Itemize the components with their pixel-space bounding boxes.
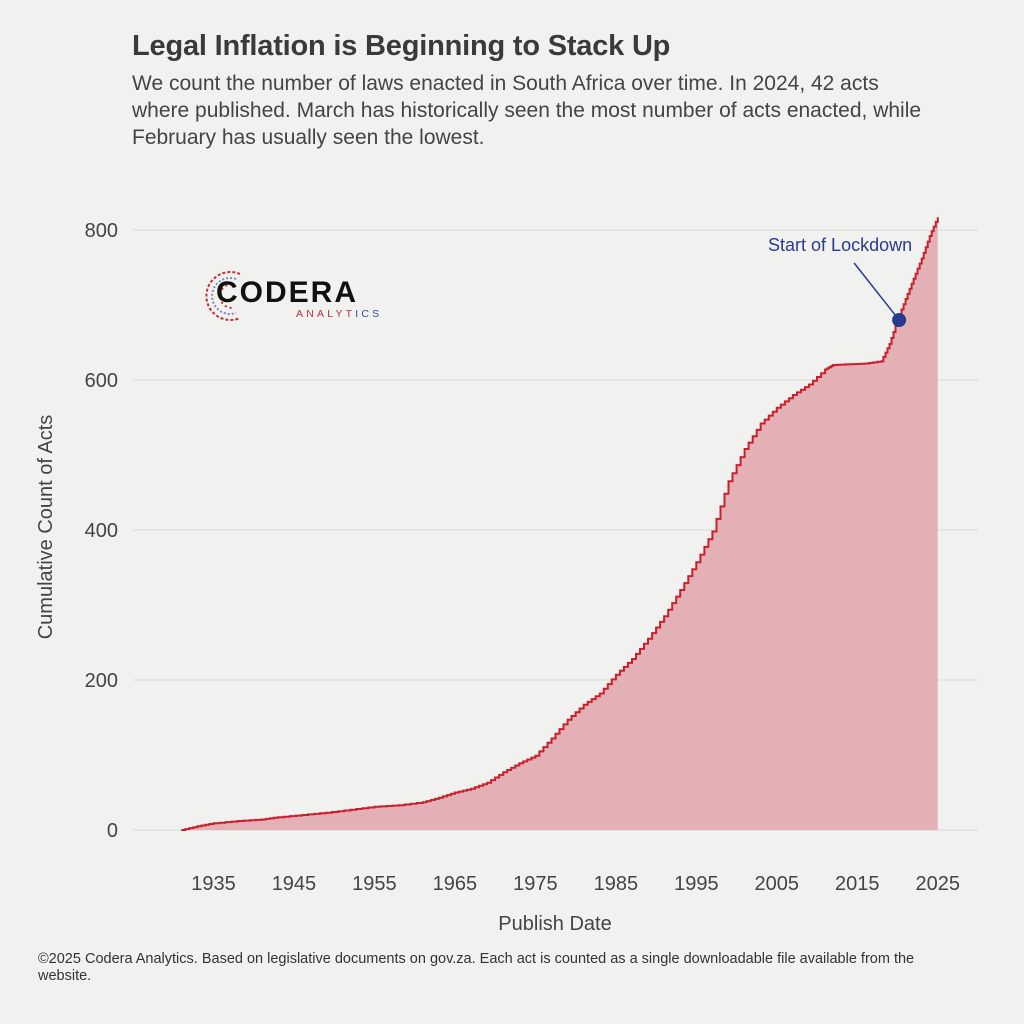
annotation-marker xyxy=(892,313,907,327)
source-caption: ©2025 Codera Analytics. Based on legisla… xyxy=(38,951,915,984)
logo-mark-icon xyxy=(205,271,241,321)
annotation-group: Start of Lockdown xyxy=(768,235,912,327)
x-tick-label-2015: 2015 xyxy=(835,873,880,895)
x-tick-label-2025: 2025 xyxy=(916,873,961,895)
logo-tagline: ANALYTICS xyxy=(296,308,383,320)
chart-subtitle: We count the number of laws enacted in S… xyxy=(132,72,922,149)
codera-logo: CODERA ANALYTICS xyxy=(196,268,411,324)
y-tick-label-600: 600 xyxy=(85,370,118,392)
x-tick-label-2005: 2005 xyxy=(755,873,800,895)
annotation-label: Start of Lockdown xyxy=(768,235,912,255)
chart-title: Legal Inflation is Beginning to Stack Up xyxy=(132,30,671,62)
x-axis-label: Publish Date xyxy=(498,913,611,935)
x-tick-label-1945: 1945 xyxy=(272,873,317,895)
series-line xyxy=(181,217,939,831)
y-tick-label-400: 400 xyxy=(85,520,118,542)
x-tick-label-1975: 1975 xyxy=(513,873,558,895)
x-axis-ticks: 1935 1945 1955 1965 1975 1985 1995 2005 2015 2025 xyxy=(191,873,960,895)
annotation-leader-line xyxy=(853,262,900,321)
y-axis-ticks: 0 200 400 600 800 xyxy=(85,220,118,842)
x-tick-label-1985: 1985 xyxy=(594,873,639,895)
y-tick-label-800: 800 xyxy=(85,220,118,242)
x-tick-label-1995: 1995 xyxy=(674,873,719,895)
y-tick-label-0: 0 xyxy=(107,820,118,842)
x-tick-label-1955: 1955 xyxy=(352,873,397,895)
x-tick-label-1965: 1965 xyxy=(433,873,478,895)
logo-wordmark: CODERA xyxy=(216,276,359,309)
area-fill xyxy=(181,217,938,831)
x-tick-label-1935: 1935 xyxy=(191,873,236,895)
y-axis-label: Cumulative Count of Acts xyxy=(35,415,57,640)
y-tick-label-200: 200 xyxy=(85,670,118,692)
